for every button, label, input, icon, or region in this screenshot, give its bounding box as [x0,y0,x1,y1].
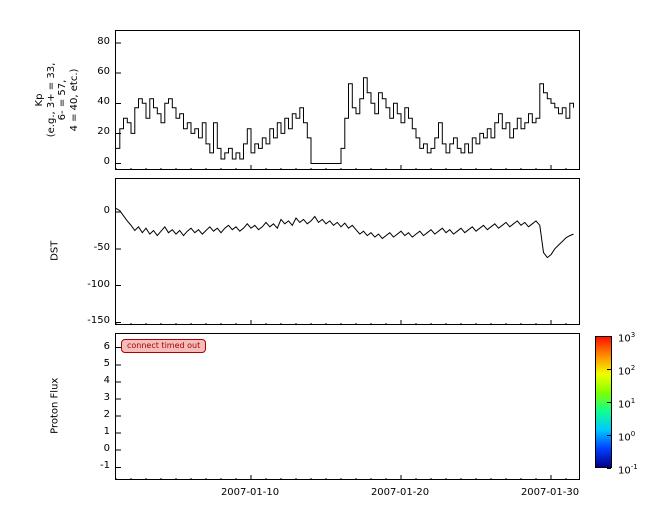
colorbar-tick [607,368,611,370]
y-tick-label: -1 [100,460,110,472]
x-tick-label: 2007-01-20 [370,487,430,498]
y-tick-label: 1 [103,426,110,438]
colorbar-tick [607,401,611,403]
y-tick-label: 60 [97,66,110,78]
proton-flux-axis-label: Proton Flux [49,377,61,434]
y-tick-label: 40 [97,96,110,108]
colorbar-tick-label: 10-1 [618,463,638,477]
colorbar-tick-label: 100 [618,430,636,444]
y-tick-label: 80 [97,36,110,48]
proton-flux-plot-panel [115,333,580,480]
error-badge: connect timed out [121,339,207,353]
y-tick-label: 2 [103,409,110,421]
colorbar-tick [607,467,611,469]
x-tick-label: 2007-01-10 [220,487,280,498]
y-tick-label: 5 [103,357,110,369]
y-tick-label: 6 [103,340,110,352]
dst-series-line [116,207,574,259]
colorbar-tick-label: 103 [618,331,636,345]
y-tick-label: 3 [103,391,110,403]
y-tick-label: 4 [103,374,110,386]
y-tick-label: 0 [103,205,110,217]
colorbar-tick [607,335,611,337]
y-tick-label: 20 [97,126,110,138]
colorbar-tick-label: 102 [618,364,636,378]
y-tick-label: 0 [103,443,110,455]
colorbar-tick [607,434,611,436]
y-tick-label: 0 [103,156,110,168]
kp-series-line [116,77,574,164]
dst-axis-label: DST [49,240,61,261]
y-tick-label: -150 [87,315,110,327]
x-tick-label: 2007-01-30 [520,487,580,498]
colorbar-tick-label: 101 [618,397,636,411]
dst-plot-panel [115,178,580,325]
y-tick-label: -50 [93,241,110,253]
y-tick-label: -100 [87,278,110,290]
kp-plot-panel [115,30,580,170]
